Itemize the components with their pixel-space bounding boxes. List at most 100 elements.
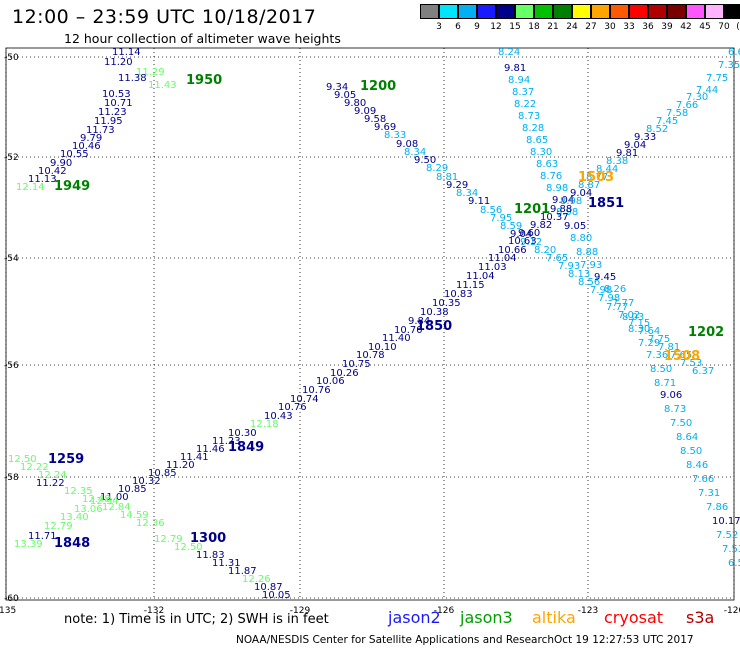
wave-height-label: 8.73 <box>518 111 540 122</box>
latitude-label: -56 <box>4 361 19 371</box>
color-swatch <box>496 4 515 19</box>
pass-time-label: 1849 <box>228 440 264 455</box>
wave-height-label: 12.26 <box>242 574 271 585</box>
wave-height-label: 10.76 <box>302 385 331 396</box>
color-swatch <box>648 4 667 19</box>
pass-time-label: 1201 <box>514 202 550 217</box>
wave-height-label: 11.00 <box>100 492 129 503</box>
color-scale-label: 12 <box>490 22 502 32</box>
wave-height-label: 10.75 <box>342 359 371 370</box>
wave-height-label: 8.98 <box>556 207 578 218</box>
timestamp: Oct 19 12:27:53 UTC 2017 <box>554 634 694 646</box>
wave-height-label: 7.31 <box>698 488 720 499</box>
color-swatch <box>724 4 740 19</box>
wave-height-label: 8.30 <box>530 147 552 158</box>
wave-height-label: 6.69 <box>728 47 740 58</box>
color-scale-label: 39 <box>661 22 673 32</box>
legend-cryosat: cryosat <box>604 608 664 627</box>
wave-height-label: 7.45 <box>656 116 678 127</box>
color-swatch <box>572 4 591 19</box>
wave-height-label: 6.37 <box>692 366 714 377</box>
wave-height-label: 7.98 <box>598 293 620 304</box>
wave-height-label: 7.30 <box>686 92 708 103</box>
wave-height-label: 9.06 <box>660 390 682 401</box>
latitude-label: -54 <box>4 254 19 264</box>
wave-height-label: 7.29 <box>638 338 660 349</box>
wave-height-label: 8.65 <box>526 135 548 146</box>
wave-height-label: 7.66 <box>692 474 714 485</box>
wave-height-label: 10.53 <box>102 89 131 100</box>
color-scale-label: 36 <box>642 22 654 32</box>
wave-height-label: 10.38 <box>420 307 449 318</box>
legend-altika: altika <box>532 608 576 627</box>
color-scale-label: 30 <box>604 22 616 32</box>
wave-height-label: 9.60 <box>518 228 540 239</box>
wave-height-label: 7.66 <box>676 100 698 111</box>
wave-height-label: 7.52 <box>716 530 738 541</box>
wave-height-label: 7.93 <box>558 261 580 272</box>
color-swatch <box>439 4 458 19</box>
wave-height-label: 9.05 <box>334 90 356 101</box>
wave-height-label: 7.75 <box>648 334 670 345</box>
wave-height-label: 8.37 <box>512 87 534 98</box>
wave-height-label: 10.26 <box>330 368 359 379</box>
wave-height-label: 9.84 <box>408 316 430 327</box>
color-swatch <box>610 4 629 19</box>
wave-height-label: 7.93 <box>580 260 602 271</box>
wave-height-label: 8.34 <box>456 188 478 199</box>
wave-height-label: 11.87 <box>228 566 257 577</box>
wave-height-label: 13.40 <box>60 512 89 523</box>
color-swatch <box>686 4 705 19</box>
wave-height-label: 9.09 <box>354 106 376 117</box>
wave-height-label: 7.50 <box>670 418 692 429</box>
color-scale-label: 33 <box>623 22 635 32</box>
wave-height-label: 7.65 <box>546 253 568 264</box>
wave-height-label: 8.94 <box>508 75 530 86</box>
wave-height-label: 10.06 <box>316 376 345 387</box>
wave-height-label: 9.12 <box>520 237 542 248</box>
wave-height-label: 10.30 <box>228 428 257 439</box>
wave-height-label: 12.24 <box>38 470 67 481</box>
wave-height-label: 9.58 <box>364 114 386 125</box>
wave-height-label: 7.98 <box>590 285 612 296</box>
wave-height-label: 12.22 <box>20 462 49 473</box>
wave-height-label: 10.70 <box>394 325 423 336</box>
wave-height-label: 8.33 <box>384 130 406 141</box>
wave-height-label: 8.30 <box>628 324 650 335</box>
latitude-label: -58 <box>4 473 19 483</box>
pass-time-label: 1202 <box>688 325 724 340</box>
wave-height-label: 11.43 <box>148 80 177 91</box>
altimeter-tracks: 11.1411.2011.2911.3811.4310.5310.7111.23… <box>8 47 740 601</box>
wave-height-label: 8.46 <box>686 460 708 471</box>
pass-time-label: 1503 <box>578 170 614 185</box>
longitude-label: -120 <box>724 606 740 616</box>
wave-height-label: 12.84 <box>102 502 131 513</box>
wave-height-label: 12.79 <box>44 521 73 532</box>
wave-height-label: 12.36 <box>136 518 165 529</box>
color-swatch <box>705 4 724 19</box>
wave-height-label: 8.64 <box>676 432 698 443</box>
wave-height-label: 9.04 <box>570 188 592 199</box>
wave-height-label: 10.78 <box>356 350 385 361</box>
color-swatch <box>667 4 686 19</box>
wave-height-label: 7.75 <box>706 73 728 84</box>
wave-height-label: 8.77 <box>586 172 608 183</box>
latitude-label: -50 <box>4 53 19 63</box>
wave-height-label: 7.02 <box>618 310 640 321</box>
wave-height-label: 10.05 <box>262 590 291 601</box>
wave-height-label: 10.43 <box>264 411 293 422</box>
wave-height-label: 10.17 <box>712 516 740 527</box>
color-scale-label: 70 <box>718 22 730 32</box>
wave-height-label: 11.83 <box>196 550 225 561</box>
wave-height-label: 8.71 <box>654 378 676 389</box>
color-scale-label: 45 <box>699 22 711 32</box>
wave-height-label: 11.31 <box>212 558 241 569</box>
color-swatch <box>477 4 496 19</box>
pass-time-label: 1851 <box>588 196 624 211</box>
wave-height-label: 9.81 <box>504 63 526 74</box>
wave-height-label: 9.50 <box>414 155 436 166</box>
wave-height-label: 8.73 <box>664 404 686 415</box>
wave-height-label: 10.66 <box>498 245 527 256</box>
color-swatch <box>629 4 648 19</box>
wave-height-label: 7.86 <box>706 502 728 513</box>
